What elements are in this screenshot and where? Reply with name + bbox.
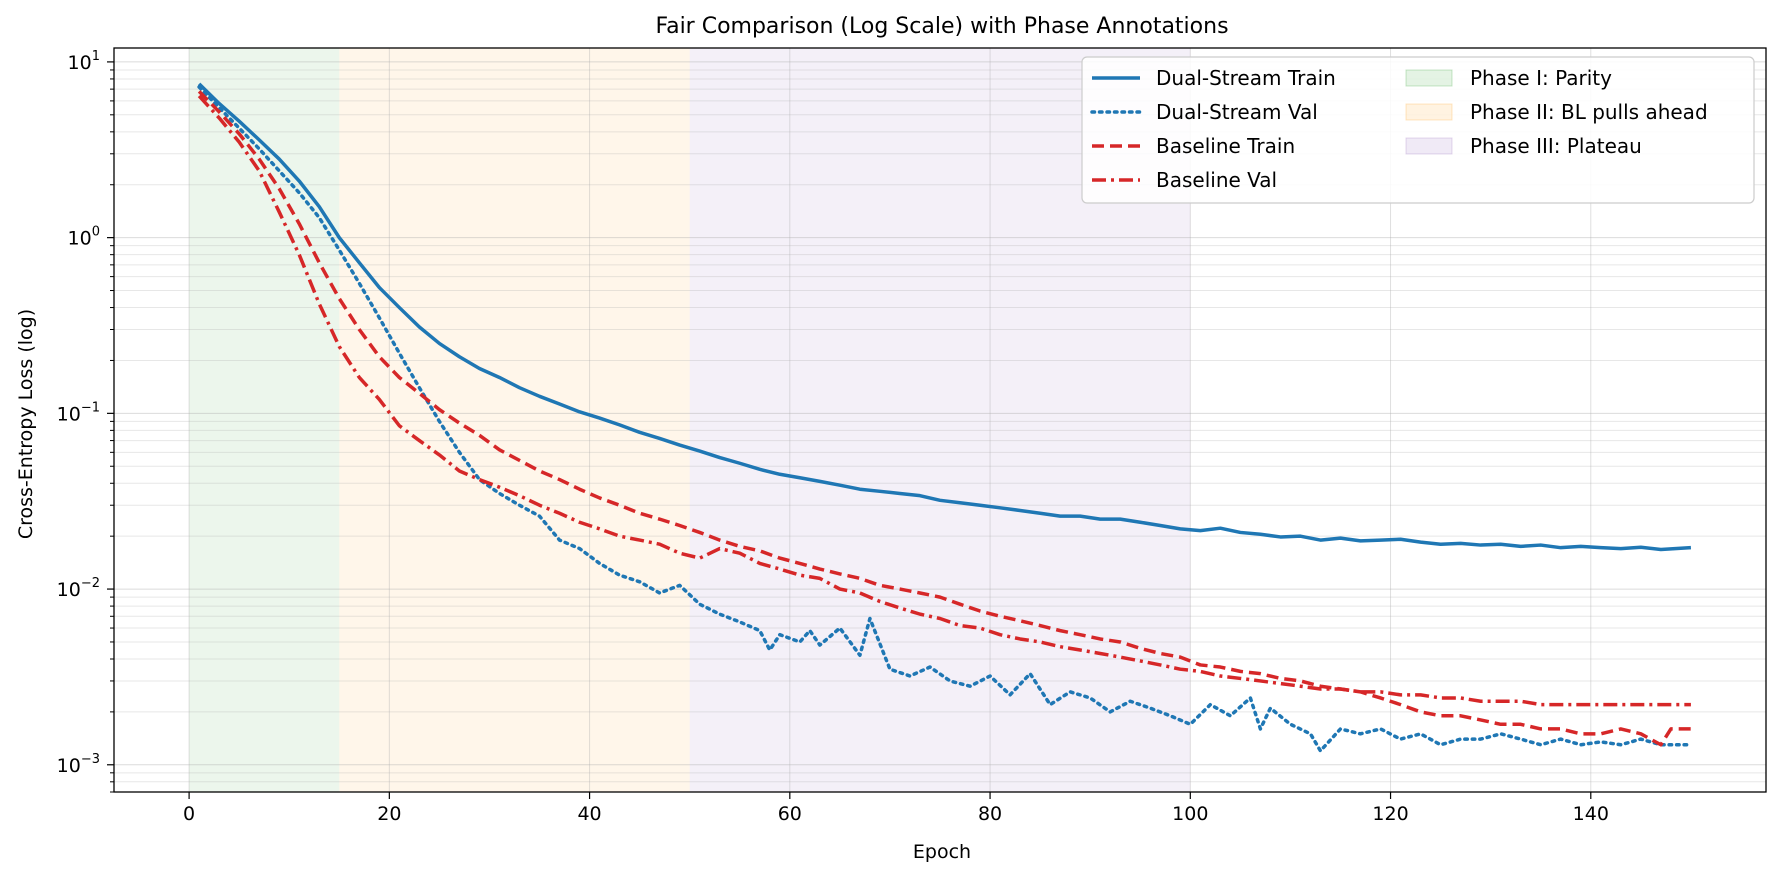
x-axis-ticks: 0 20 40 60 80 100 120 140 xyxy=(183,792,1609,825)
x-tick-label: 100 xyxy=(1172,803,1208,825)
y-tick-label: 100 xyxy=(68,225,100,250)
series-line-2 xyxy=(197,85,1693,753)
legend-phase-label-2: Phase II: BL pulls ahead xyxy=(1470,100,1708,124)
y-axis-ticks: 10−3 10−2 10−1 100 101 xyxy=(57,49,114,793)
legend: Dual-Stream Train Dual-Stream Val Baseline… xyxy=(1081,56,1755,204)
plot-frame xyxy=(113,47,1767,793)
legend-phase-swatch-1 xyxy=(1405,69,1453,87)
legend-phase-swatch-2 xyxy=(1405,103,1453,121)
x-tick-label: 0 xyxy=(183,803,195,825)
chart-title: Fair Comparison (Log Scale) with Phase A… xyxy=(655,14,1228,39)
y-tick-label: 10−3 xyxy=(57,752,100,777)
phase-bands xyxy=(189,48,1191,792)
legend-phase-label-1: Phase I: Parity xyxy=(1470,66,1612,90)
y-tick-label: 10−1 xyxy=(57,400,100,425)
x-tick-label: 120 xyxy=(1372,803,1408,825)
x-tick-label: 60 xyxy=(778,803,802,825)
x-tick-label: 140 xyxy=(1573,803,1609,825)
legend-label-3: Baseline Train xyxy=(1156,134,1295,158)
y-axis-label: Cross-Entropy Loss (log) xyxy=(15,309,37,539)
series-line-4 xyxy=(197,94,1691,707)
series-line-1 xyxy=(197,82,1692,552)
phase-band-1 xyxy=(189,48,340,792)
y-tick-label: 101 xyxy=(68,49,100,74)
legend-box xyxy=(1081,56,1755,204)
legend-phase-swatch-3 xyxy=(1405,137,1453,155)
legend-label-2: Dual-Stream Val xyxy=(1156,100,1318,124)
legend-label-4: Baseline Val xyxy=(1156,168,1277,192)
x-tick-label: 20 xyxy=(377,803,401,825)
x-tick-label: 80 xyxy=(978,803,1002,825)
series-line-3 xyxy=(197,90,1691,747)
legend-label-1: Dual-Stream Train xyxy=(1156,66,1336,90)
y-tick-label: 10−2 xyxy=(57,576,100,601)
series-lines xyxy=(197,82,1693,753)
legend-phase-label-3: Phase III: Plateau xyxy=(1470,134,1642,158)
phase-band-2 xyxy=(339,48,690,792)
x-tick-label: 40 xyxy=(577,803,601,825)
x-axis-label: Epoch xyxy=(913,841,971,863)
